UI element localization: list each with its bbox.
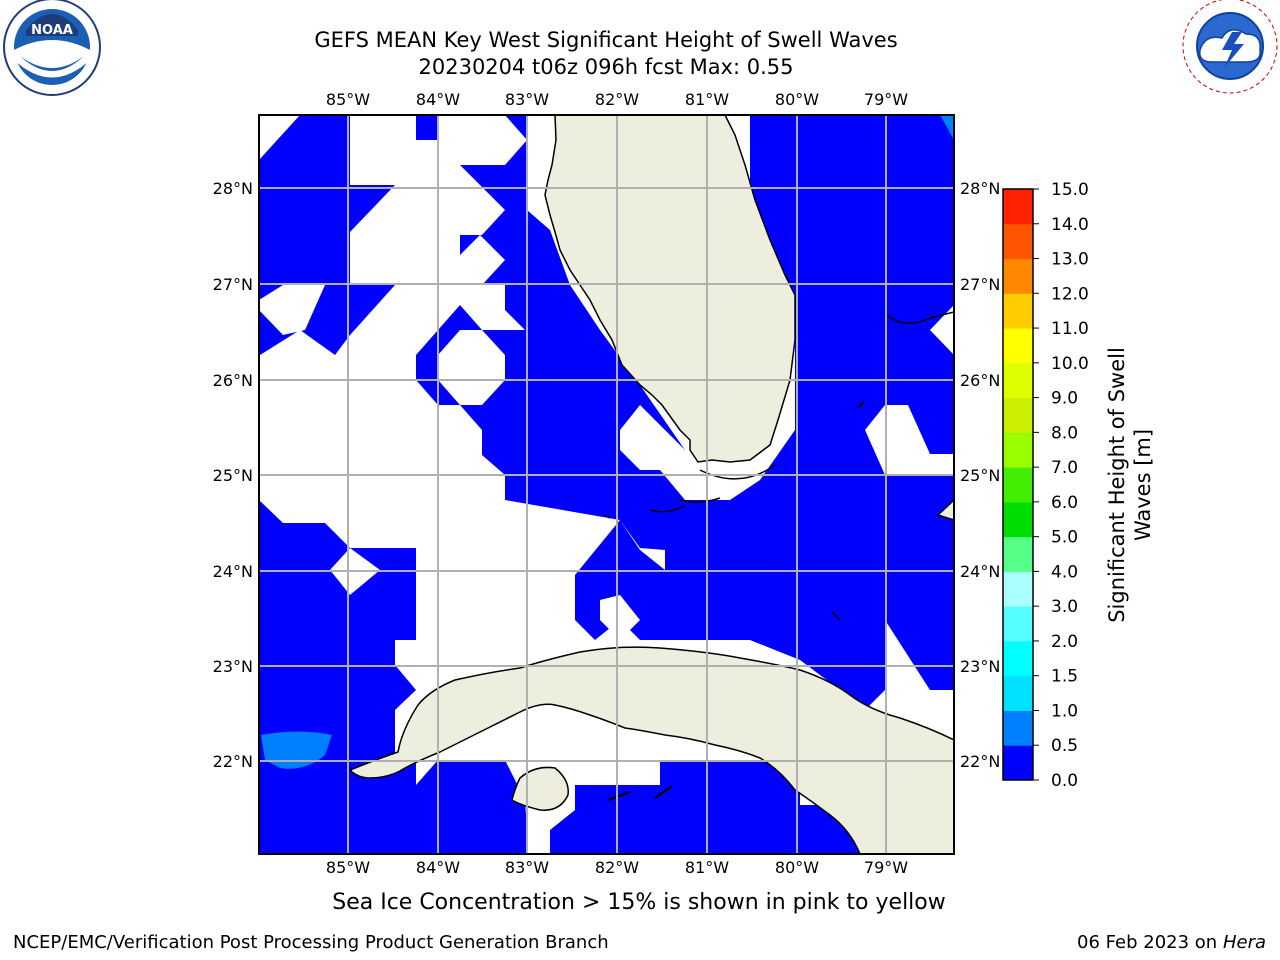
lat-label: 23°N bbox=[960, 657, 1000, 676]
colorbar-segment bbox=[1003, 640, 1033, 677]
lon-label: 82°W bbox=[595, 858, 639, 877]
colorbar-segment bbox=[1003, 501, 1033, 538]
colorbar-tick-label: 13.0 bbox=[1051, 250, 1089, 270]
noaa-logo: NOAA bbox=[3, 0, 101, 96]
lat-label: 22°N bbox=[960, 752, 1000, 771]
lon-label: 84°W bbox=[416, 90, 460, 109]
lon-label: 82°W bbox=[595, 90, 639, 109]
lat-label: 22°N bbox=[213, 752, 253, 771]
colorbar-segment bbox=[1003, 223, 1033, 260]
lon-label: 80°W bbox=[775, 858, 819, 877]
colorbar-tick-label: 14.0 bbox=[1051, 215, 1089, 235]
colorbar-frame bbox=[1002, 188, 1034, 781]
colorbar-label: Significant Height of Swell Waves [m] bbox=[1105, 347, 1155, 623]
colorbar-tick-label: 9.0 bbox=[1051, 389, 1078, 409]
lon-label: 83°W bbox=[505, 90, 549, 109]
colorbar-segment bbox=[1003, 362, 1033, 399]
footer-date-text: 06 Feb 2023 on bbox=[1077, 932, 1218, 953]
colorbar-tick-label: 10.0 bbox=[1051, 354, 1089, 374]
lat-label: 28°N bbox=[960, 179, 1000, 198]
lat-label: 26°N bbox=[213, 371, 253, 390]
colorbar: 0.0 0.5 1.0 1.5 2.0 3.0 4.0 5.0 6.0 7.0 8.0 9.0 10.0… bbox=[1002, 180, 1089, 791]
footer-credit: NCEP/EMC/Verification Post Processing Pr… bbox=[13, 932, 609, 953]
colorbar-tick-label: 2.0 bbox=[1051, 632, 1078, 652]
map-title: GEFS MEAN Key West Significant Height of… bbox=[314, 28, 898, 52]
colorbar-segment bbox=[1003, 467, 1033, 503]
lat-label: 25°N bbox=[213, 466, 253, 485]
sea-ice-note: Sea Ice Concentration > 15% is shown in … bbox=[332, 890, 946, 915]
colorbar-segment bbox=[1003, 745, 1033, 781]
florida-land bbox=[544, 115, 796, 463]
lon-label: 84°W bbox=[416, 858, 460, 877]
colorbar-segment bbox=[1003, 293, 1033, 329]
colorbar-tick-label: 6.0 bbox=[1051, 493, 1078, 513]
lon-label: 79°W bbox=[864, 858, 908, 877]
lat-label: 27°N bbox=[960, 275, 1000, 294]
lat-label: 26°N bbox=[960, 371, 1000, 390]
lat-labels-right: 28°N 27°N 26°N 25°N 24°N 23°N 22°N bbox=[960, 179, 1000, 771]
lon-label: 79°W bbox=[864, 90, 908, 109]
colorbar-tick-label: 1.0 bbox=[1051, 701, 1078, 721]
footer-date: 06 Feb 2023 on Hera bbox=[1077, 932, 1266, 953]
noaa-logo-text: NOAA bbox=[31, 23, 73, 38]
lon-label: 83°W bbox=[505, 858, 549, 877]
colorbar-tick-label: 0.5 bbox=[1051, 736, 1078, 756]
colorbar-segment bbox=[1003, 675, 1033, 711]
colorbar-segment bbox=[1003, 536, 1033, 572]
national-weather-service-logo bbox=[1182, 0, 1278, 94]
colorbar-segment bbox=[1003, 189, 1033, 225]
lat-label: 24°N bbox=[960, 562, 1000, 581]
lat-label: 25°N bbox=[960, 466, 1000, 485]
colorbar-label-line2: Waves [m] bbox=[1131, 429, 1155, 541]
lon-labels-bottom: 85°W 84°W 83°W 82°W 81°W 80°W 79°W bbox=[326, 858, 908, 877]
map-frame bbox=[258, 114, 955, 855]
colorbar-segment bbox=[1003, 397, 1033, 433]
footer-host: Hera bbox=[1222, 932, 1266, 953]
lon-label: 80°W bbox=[775, 90, 819, 109]
lat-label: 28°N bbox=[213, 179, 253, 198]
colorbar-tick-label: 8.0 bbox=[1051, 423, 1078, 443]
colorbar-tick-label: 15.0 bbox=[1051, 180, 1089, 200]
lat-label: 27°N bbox=[213, 275, 253, 294]
map-area bbox=[259, 115, 954, 854]
colorbar-tick-label: 4.0 bbox=[1051, 562, 1078, 582]
lat-label: 24°N bbox=[213, 562, 253, 581]
colorbar-segment bbox=[1003, 710, 1033, 746]
colorbar-segment bbox=[1003, 258, 1033, 294]
colorbar-tick-label: 3.0 bbox=[1051, 597, 1078, 617]
colorbar-segment bbox=[1003, 432, 1033, 468]
lat-labels-left: 28°N 27°N 26°N 25°N 24°N 23°N 22°N bbox=[213, 179, 253, 771]
swell-0.5-1.0-patch bbox=[261, 731, 332, 769]
colorbar-label-line1: Significant Height of Swell bbox=[1105, 347, 1129, 623]
colorbar-tick-label: 5.0 bbox=[1051, 528, 1078, 548]
lon-label: 81°W bbox=[685, 858, 729, 877]
colorbar-tick-label: 7.0 bbox=[1051, 458, 1078, 478]
colorbar-segment bbox=[1003, 571, 1033, 607]
colorbar-tick-label: 1.5 bbox=[1051, 667, 1078, 687]
lon-label: 85°W bbox=[326, 90, 370, 109]
map-subtitle: 20230204 t06z 096h fcst Max: 0.55 bbox=[418, 55, 794, 79]
colorbar-tick-label: 11.0 bbox=[1051, 319, 1089, 339]
colorbar-segment bbox=[1003, 606, 1033, 642]
lon-label: 81°W bbox=[685, 90, 729, 109]
lon-label: 85°W bbox=[326, 858, 370, 877]
colorbar-segment bbox=[1003, 328, 1033, 364]
lat-label: 23°N bbox=[213, 657, 253, 676]
lon-labels-top: 85°W 84°W 83°W 82°W 81°W 80°W 79°W bbox=[326, 90, 908, 109]
colorbar-tick-label: 0.0 bbox=[1051, 771, 1078, 791]
colorbar-tick-label: 12.0 bbox=[1051, 284, 1089, 304]
map-gridlines bbox=[259, 115, 954, 854]
